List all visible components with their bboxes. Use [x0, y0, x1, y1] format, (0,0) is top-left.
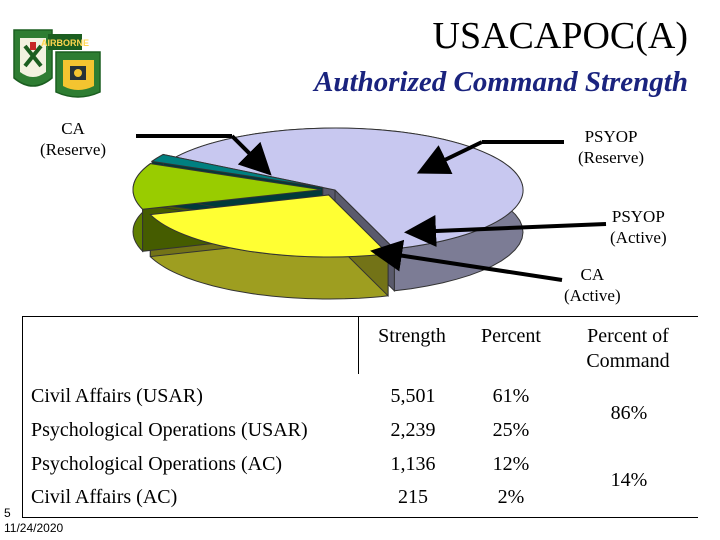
row-percent-psyop-usar: 25% — [492, 419, 530, 441]
command-percent-reserve: 86% — [610, 402, 648, 424]
pie-slice-psyop-reserve — [149, 194, 390, 258]
row-percent-ca-usar: 61% — [492, 385, 530, 407]
header-percent: Percent — [481, 325, 541, 347]
psyop-active-label: PSYOP (Active) — [610, 207, 667, 247]
psyop-reserve-label: PSYOP (Reserve) — [578, 127, 645, 167]
ca-active-leader-arrow — [370, 239, 563, 282]
pie-chart — [132, 127, 607, 300]
logo-text: AIRBORNE — [41, 38, 89, 48]
row-name-ca-usar: Civil Affairs (USAR) — [31, 385, 203, 407]
row-percent-ca-ac: 2% — [497, 486, 525, 508]
row-strength-psyop-usar: 2,239 — [390, 419, 436, 441]
psyop-active-leader-arrow — [404, 215, 607, 247]
strength-table — [22, 316, 698, 518]
pie-slice-ca-active — [150, 153, 323, 188]
row-strength-psyop-ac: 1,136 — [390, 453, 436, 475]
row-name-psyop-usar: Psychological Operations (USAR) — [31, 419, 308, 441]
psyop-reserve-leader-arrow-head — [416, 140, 483, 174]
pie-slice-psyop-active — [132, 163, 322, 210]
slide-date: 11/24/2020 — [4, 521, 64, 535]
ca-active-label: CA (Active) — [564, 265, 621, 305]
row-strength-ca-usar: 5,501 — [390, 385, 436, 407]
slide-number: 5 — [4, 506, 11, 520]
row-name-psyop-ac: Psychological Operations (AC) — [31, 453, 283, 475]
command-percent-active: 14% — [610, 469, 648, 491]
row-percent-psyop-ac: 12% — [492, 453, 530, 475]
ca-reserve-leader-arrow-head — [230, 134, 272, 176]
page-title: USACAPOC(A) — [432, 15, 688, 57]
row-strength-ca-ac: 215 — [398, 486, 428, 508]
pie-slices — [132, 127, 524, 300]
unit-crest-logo: AIRBORNE — [13, 29, 101, 98]
ca-reserve-label: CA (Reserve) — [40, 119, 107, 159]
strength-table-divider — [358, 316, 359, 374]
page-subtitle: Authorized Command Strength — [314, 66, 688, 98]
row-name-ca-ac: Civil Affairs (AC) — [31, 486, 178, 508]
header-percent-of-command: Percent of Command — [586, 325, 670, 372]
header-strength: Strength — [378, 325, 446, 347]
